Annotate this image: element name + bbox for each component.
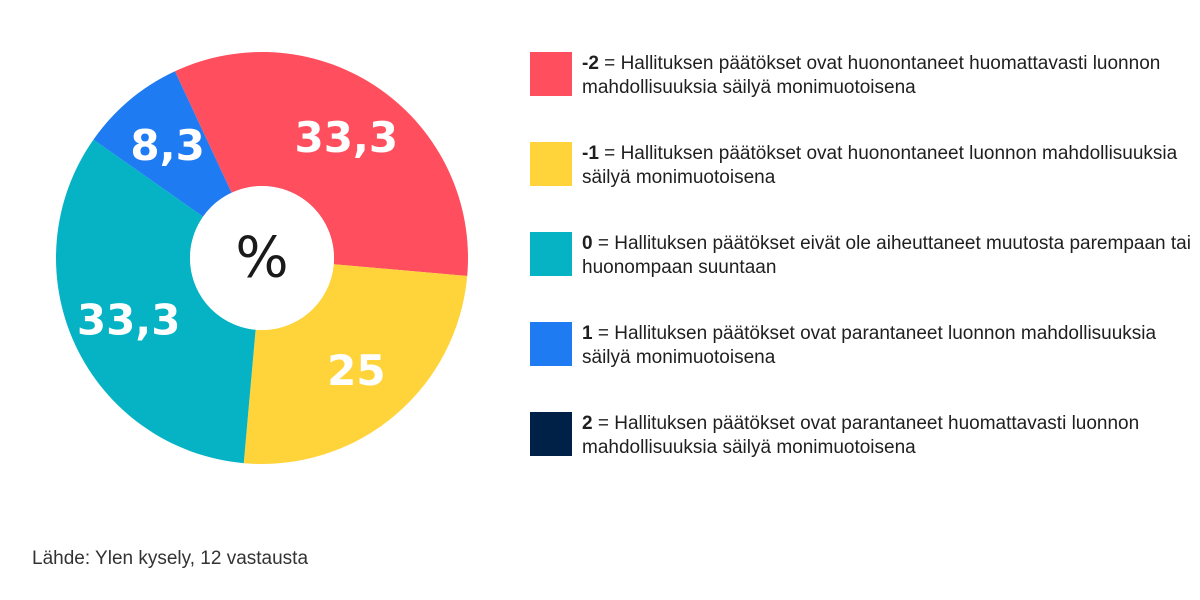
slice-value-label: 33,3 bbox=[294, 113, 398, 162]
legend-item: -1 = Hallituksen päätökset ovat huononta… bbox=[530, 142, 1190, 232]
legend-description: Hallituksen päätökset ovat parantaneet l… bbox=[582, 323, 1157, 368]
legend-label: -1 = Hallituksen päätökset ovat huononta… bbox=[582, 143, 1178, 188]
pie-slice--1 bbox=[243, 264, 468, 464]
pie-slice-0 bbox=[56, 139, 256, 464]
legend-item: 0 = Hallituksen päätökset eivät ole aihe… bbox=[530, 232, 1191, 322]
donut-hole bbox=[190, 186, 334, 330]
legend-label: 2 = Hallituksen päätökset ovat parantane… bbox=[582, 413, 1140, 458]
slice-value-label: 25 bbox=[327, 346, 385, 395]
legend-description: Hallituksen päätökset ovat huonontaneet … bbox=[582, 143, 1178, 188]
legend-code: -2 bbox=[582, 53, 599, 74]
center-percent-label: % bbox=[235, 226, 288, 291]
legend-swatch bbox=[530, 52, 572, 96]
legend-label: 1 = Hallituksen päätökset ovat parantane… bbox=[582, 323, 1157, 368]
legend-item: 2 = Hallituksen päätökset ovat parantane… bbox=[530, 412, 1190, 502]
legend-code: 1 bbox=[582, 323, 593, 344]
legend-code: 0 bbox=[582, 233, 593, 254]
pie-slice--2 bbox=[174, 52, 469, 276]
legend-swatch bbox=[530, 412, 572, 456]
source-note: Lähde: Ylen kysely, 12 vastausta bbox=[32, 548, 309, 569]
legend-swatch bbox=[530, 232, 572, 276]
legend-description: Hallituksen päätökset ovat huonontaneet … bbox=[582, 53, 1161, 98]
legend-swatch bbox=[530, 142, 572, 186]
legend-item: -2 = Hallituksen päätökset ovat huononta… bbox=[530, 52, 1190, 142]
legend-item: 1 = Hallituksen päätökset ovat parantane… bbox=[530, 322, 1190, 412]
chart-legend: -2 = Hallituksen päätökset ovat huononta… bbox=[530, 52, 1191, 502]
legend-code: -1 bbox=[582, 143, 599, 164]
legend-swatch bbox=[530, 322, 572, 366]
slice-value-label: 8,3 bbox=[130, 121, 204, 170]
donut-chart: 33,3 25 33,3 8,3% bbox=[56, 52, 469, 464]
pie-slice-1 bbox=[93, 71, 232, 217]
legend-description: Hallituksen päätökset ovat parantaneet h… bbox=[582, 413, 1140, 458]
legend-label: -2 = Hallituksen päätökset ovat huononta… bbox=[582, 53, 1161, 98]
legend-code: 2 bbox=[582, 413, 593, 434]
legend-label: 0 = Hallituksen päätökset eivät ole aihe… bbox=[582, 233, 1191, 278]
slice-value-label: 33,3 bbox=[77, 295, 181, 344]
legend-description: Hallituksen päätökset eivät ole aiheutta… bbox=[582, 233, 1191, 278]
